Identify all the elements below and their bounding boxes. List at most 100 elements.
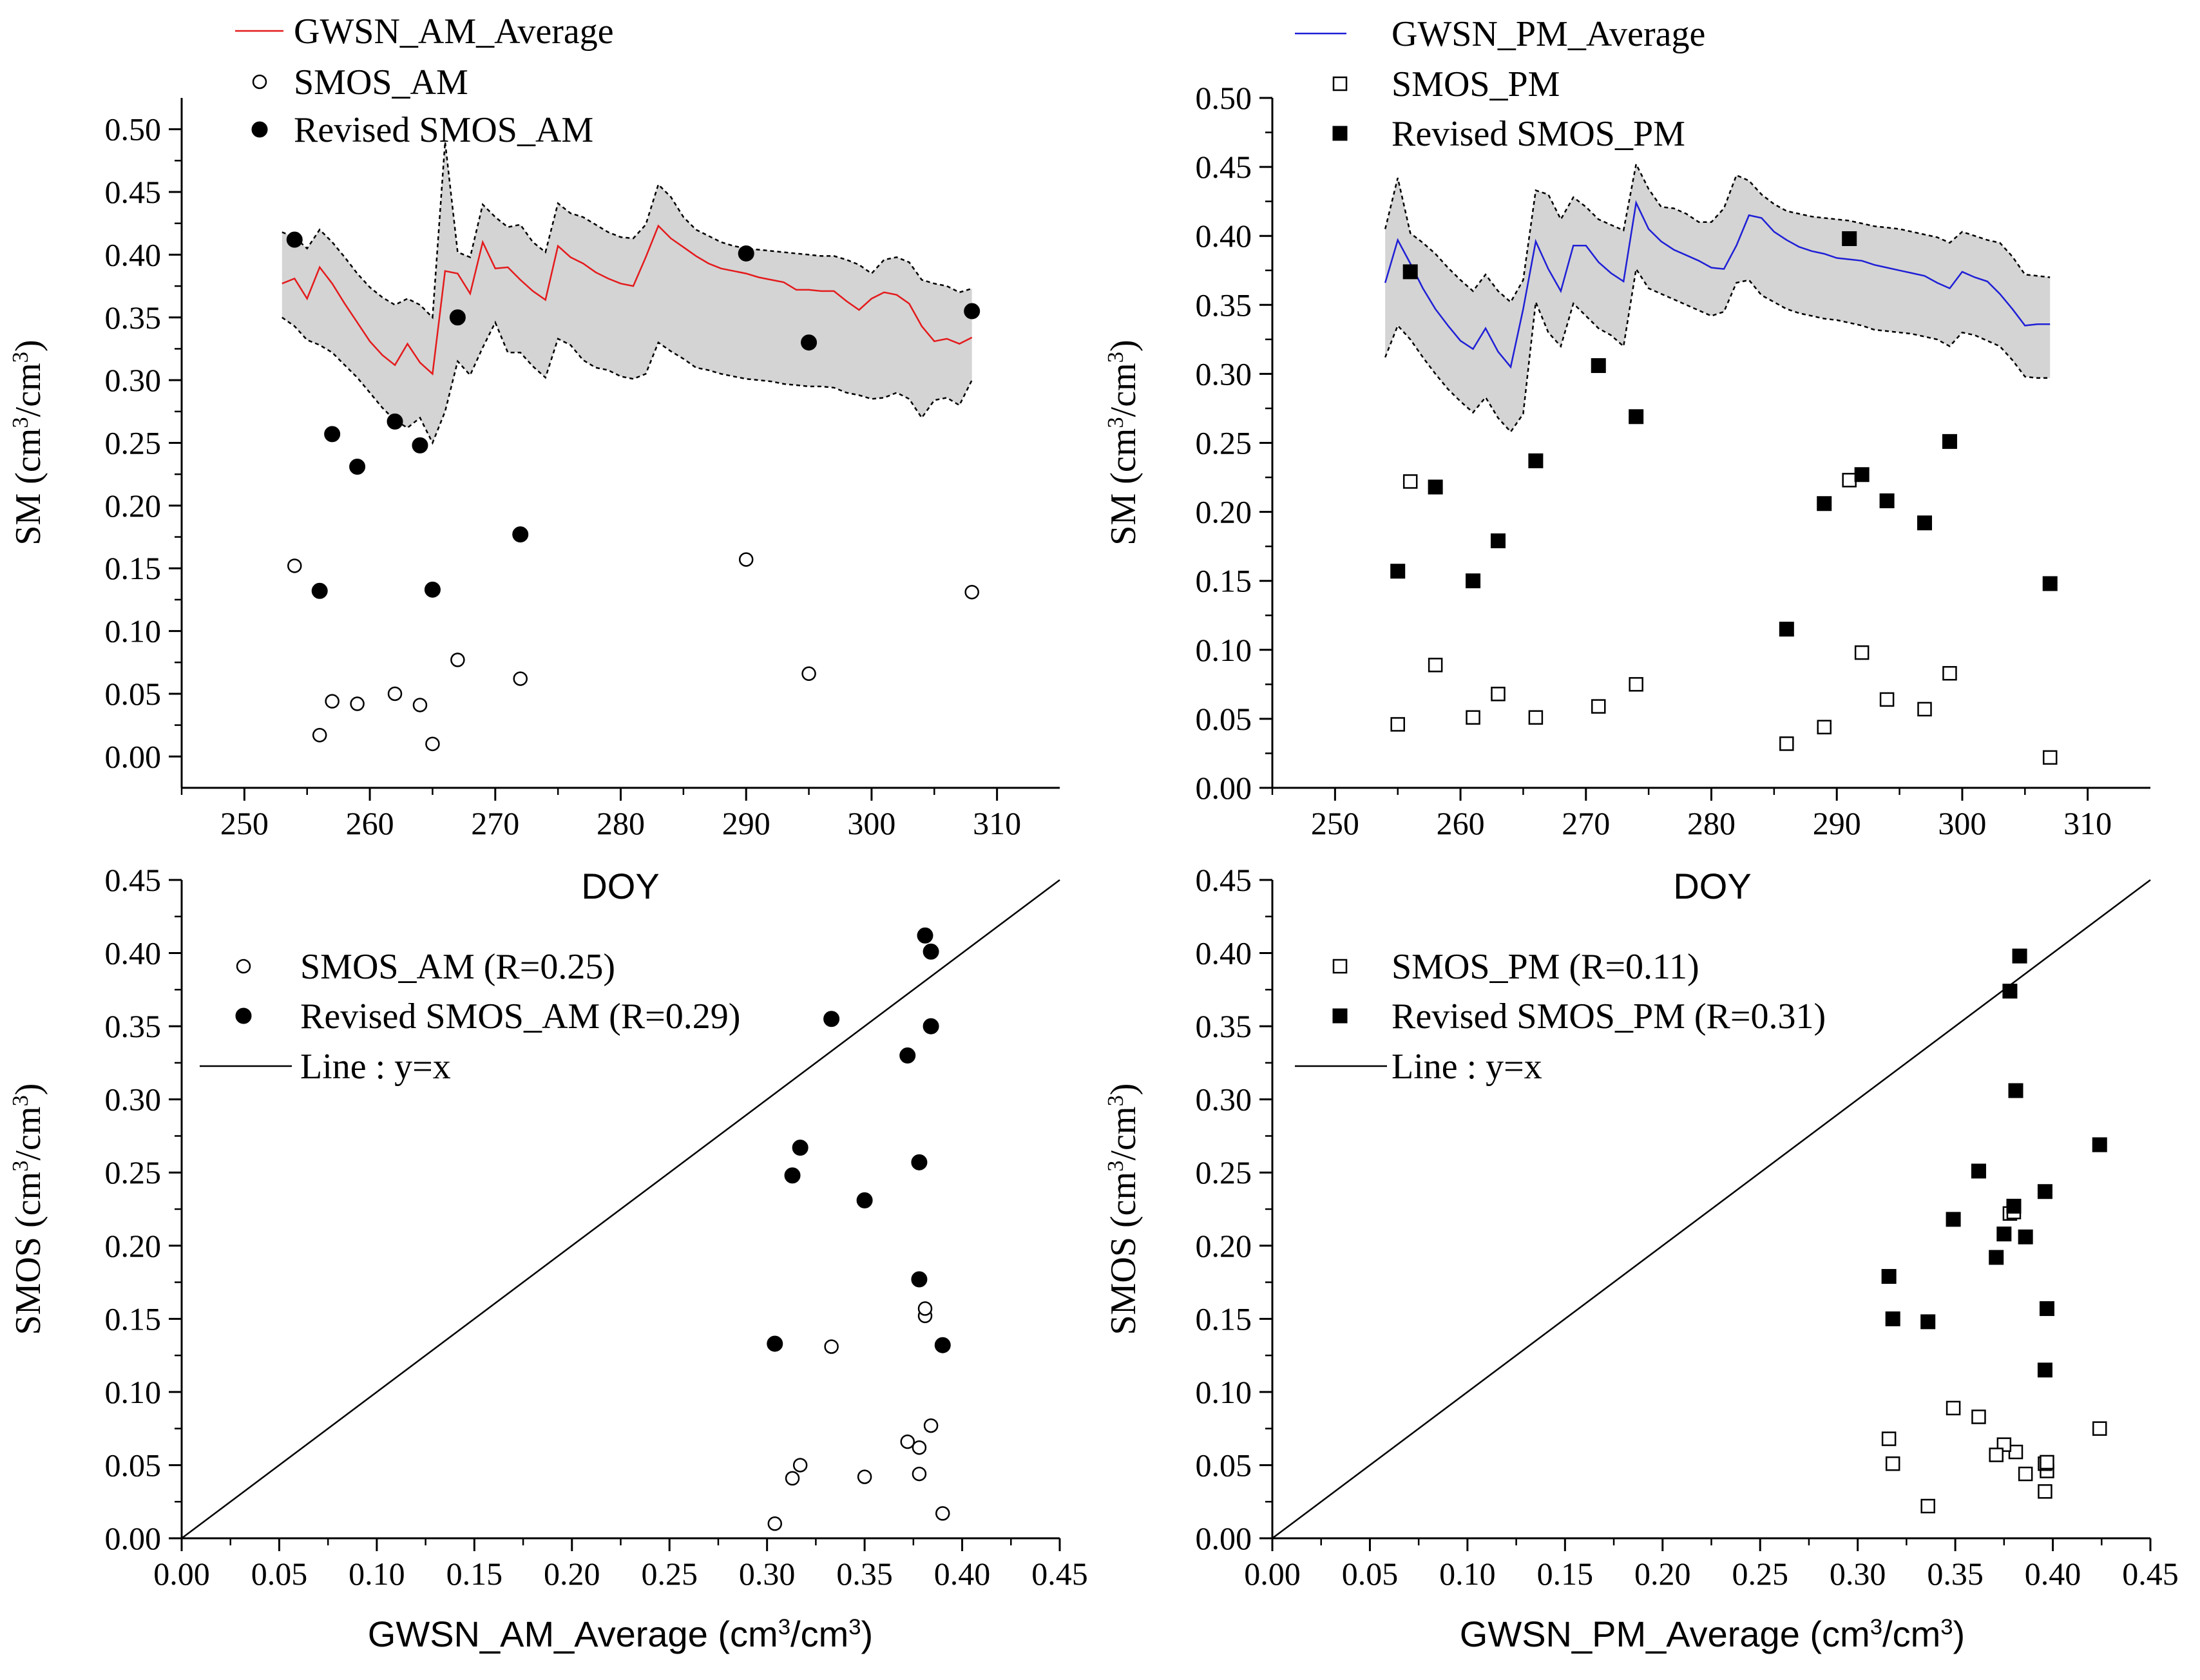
- x-tick-label: 280: [597, 805, 645, 841]
- data-point: [935, 1506, 950, 1521]
- y-ticks: 0.00 0.05 0.10 0.15 0.20 0.25 0.30 0.35 0.40 0.45: [105, 862, 182, 1556]
- data-point: [1917, 702, 1932, 717]
- data-point: [824, 1339, 839, 1354]
- data-point: [738, 245, 754, 262]
- series-line-line-y-x: [1272, 879, 2151, 1540]
- x-tick-label: 0.35: [836, 1556, 893, 1592]
- legend-swatch-marker: [1332, 76, 1348, 91]
- data-point: [1428, 479, 1443, 495]
- x-tick-label: 0.15: [1537, 1556, 1594, 1592]
- data-point: [923, 943, 939, 960]
- data-point: [350, 696, 365, 711]
- data-point: [1402, 264, 1418, 280]
- data-point: [964, 303, 980, 320]
- x-axis-title: GWSN_PM_Average (cm3/cm3): [1460, 1614, 1965, 1654]
- x-ticks: 250 260 270 280 290 300 310: [1271, 788, 2112, 841]
- data-point: [964, 584, 979, 600]
- y-tick-label: 0.10: [1196, 632, 1252, 668]
- data-point: [2042, 576, 2058, 591]
- y-tick-label: 0.15: [105, 1301, 162, 1337]
- x-tick-label: 0.20: [544, 1556, 600, 1592]
- legend-label: SMOS_AM: [294, 62, 468, 102]
- data-point: [1466, 710, 1480, 725]
- x-tick-label: 270: [471, 805, 519, 841]
- y-tick-label: 0.25: [1196, 1154, 1252, 1190]
- y-tick-label: 0.25: [105, 425, 162, 461]
- legend: GWSN_PM_Average SMOS_PM Revised SMOS_PM: [1295, 14, 1705, 154]
- series-revised-smos-am: [286, 231, 980, 599]
- legend-label: GWSN_PM_Average: [1392, 14, 1705, 54]
- y-tick-label: 0.45: [105, 174, 162, 210]
- data-point: [286, 231, 303, 248]
- data-point: [801, 334, 818, 351]
- x-tick-label: 0.25: [641, 1556, 698, 1592]
- data-point: [1971, 1163, 1986, 1179]
- data-point: [785, 1471, 800, 1486]
- y-tick-label: 0.25: [105, 1154, 162, 1190]
- data-point: [2008, 1444, 2023, 1460]
- legend: SMOS_PM (R=0.11) Revised SMOS_PM (R=0.31)…: [1295, 947, 1826, 1087]
- y-tick-label: 0.40: [105, 935, 162, 971]
- y-tick-label: 0.20: [105, 1228, 162, 1264]
- legend-swatch-marker: [1332, 126, 1348, 141]
- x-tick-label: 0.40: [934, 1556, 991, 1592]
- series-smos-pm: [1390, 473, 2058, 765]
- x-tick-label: 260: [1437, 805, 1485, 841]
- y-tick-label: 0.30: [105, 362, 162, 398]
- y-tick-label: 0.30: [1196, 1082, 1252, 1118]
- x-tick-label: 250: [1311, 805, 1359, 841]
- series-line-line-y-x: [181, 879, 1060, 1540]
- data-point: [1920, 1314, 1936, 1330]
- x-tick-label: 0.30: [739, 1556, 796, 1592]
- data-point: [2006, 1198, 2022, 1214]
- legend-label: Revised SMOS_PM (R=0.31): [1392, 997, 1826, 1036]
- data-point: [450, 653, 465, 667]
- data-point: [1946, 1400, 1961, 1416]
- data-point: [2092, 1137, 2107, 1152]
- data-point: [1842, 231, 1857, 246]
- x-ticks: 0.00 0.05 0.10 0.15 0.20 0.25 0.30 0.35 0.40 0.45: [1244, 1538, 2179, 1592]
- data-point: [1942, 434, 1957, 449]
- uncertainty-band: [1385, 164, 2051, 432]
- legend-swatch-marker: [236, 959, 251, 974]
- data-point: [324, 426, 341, 443]
- y-tick-label: 0.05: [1196, 1447, 1252, 1483]
- data-point: [1942, 665, 1957, 681]
- y-ticks: 0.00 0.05 0.10 0.15 0.20 0.25 0.30 0.35 0.40 0.45: [1196, 862, 1272, 1556]
- x-tick-label: 260: [346, 805, 394, 841]
- legend-label: SMOS_AM (R=0.25): [300, 947, 615, 987]
- data-point: [856, 1192, 873, 1208]
- data-point: [1779, 736, 1794, 751]
- y-tick-label: 0.30: [105, 1082, 162, 1118]
- x-tick-label: 300: [847, 805, 895, 841]
- data-point: [1917, 515, 1933, 531]
- series-line-gwsn-am-average: [282, 224, 973, 376]
- y-axis-title: SM (cm3/cm3): [8, 339, 49, 545]
- data-point: [425, 736, 440, 752]
- data-point: [923, 1018, 939, 1035]
- y-tick-label: 0.15: [1196, 563, 1252, 599]
- uncertainty-band: [282, 142, 972, 443]
- series-revised-smos-am-r-0-29: [767, 927, 951, 1353]
- y-tick-label: 0.20: [1196, 1228, 1252, 1264]
- legend: SMOS_AM (R=0.25) Revised SMOS_AM (R=0.29)…: [200, 947, 740, 1087]
- x-tick-label: 280: [1687, 805, 1736, 841]
- data-point: [1491, 687, 1506, 702]
- data-point: [1996, 1227, 2012, 1242]
- data-point: [449, 309, 466, 326]
- y-tick-label: 0.50: [1196, 80, 1252, 116]
- legend-swatch-marker: [235, 1007, 252, 1024]
- legend-swatch-marker: [1332, 1008, 1348, 1024]
- data-point: [1842, 473, 1857, 488]
- data-point: [784, 1167, 801, 1184]
- y-tick-label: 0.40: [1196, 935, 1252, 971]
- data-point: [792, 1140, 808, 1156]
- y-axis-title: SMOS (cm3/cm3): [8, 1083, 49, 1335]
- data-point: [1989, 1447, 2004, 1462]
- data-point: [801, 666, 816, 682]
- data-point: [412, 437, 428, 453]
- data-point: [923, 1418, 939, 1433]
- x-tick-label: 0.20: [1634, 1556, 1691, 1592]
- data-point: [1881, 1268, 1897, 1284]
- data-point: [412, 698, 428, 712]
